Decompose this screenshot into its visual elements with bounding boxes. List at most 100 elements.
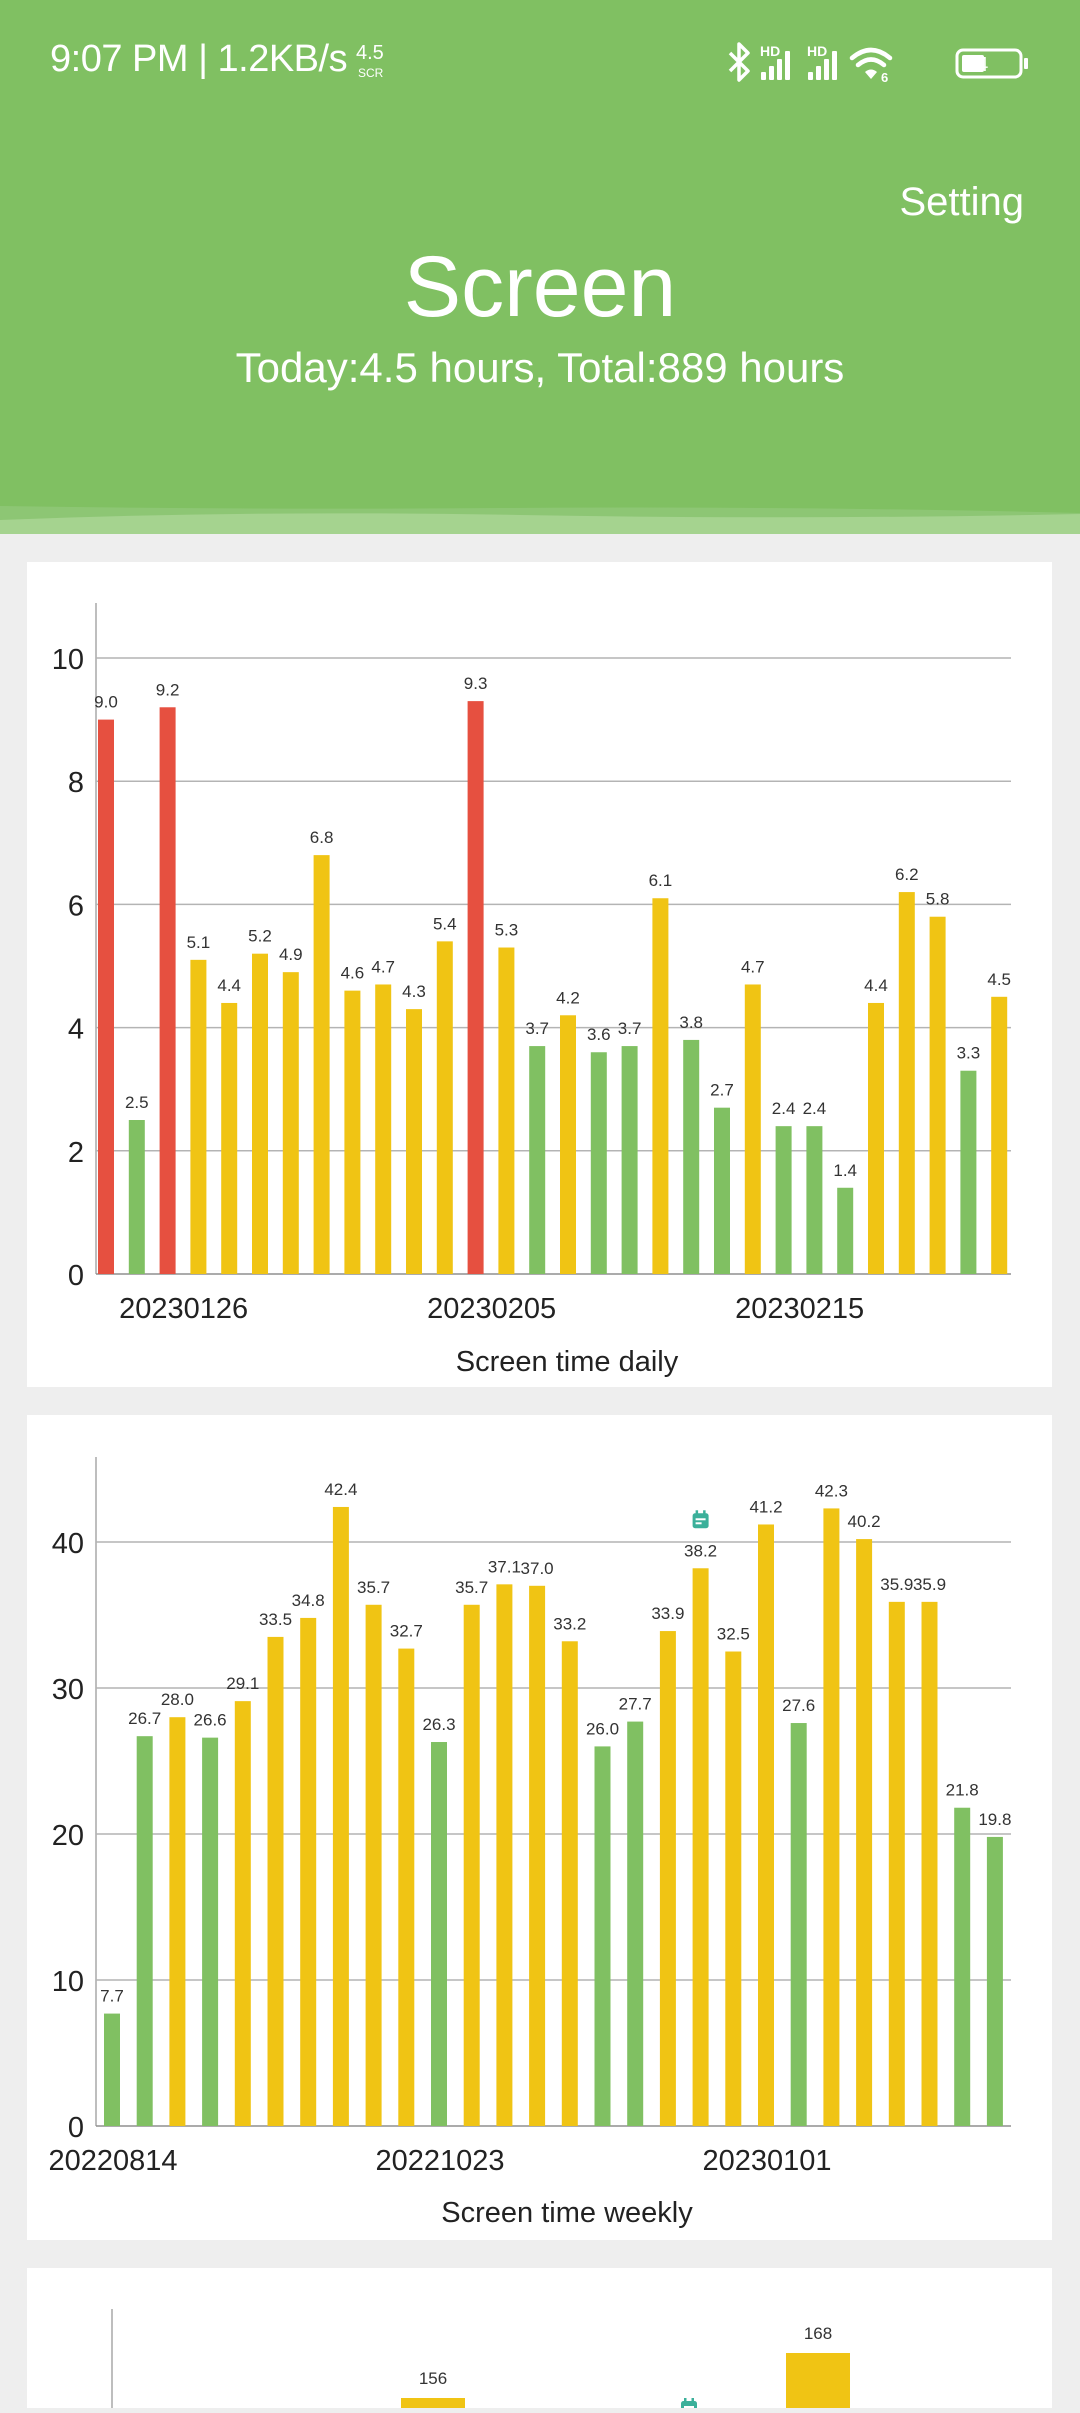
bar: [313, 855, 330, 1274]
page-title: Screen: [403, 239, 677, 335]
bar: [725, 1651, 742, 2126]
bar-value-label: 35.9: [913, 1575, 946, 1594]
bar: [252, 953, 268, 1274]
bar-value-label: 9.2: [156, 680, 180, 699]
bar-value-label: 5.1: [187, 933, 211, 952]
bar-value-label: 9.0: [94, 693, 118, 712]
calendar-ring: [684, 2398, 687, 2403]
y-tick-label: 10: [52, 644, 84, 676]
screen-time-summary: Today:4.5 hours, Total:889 hours: [235, 344, 845, 391]
bar: [758, 1524, 774, 2126]
bar-value-label: 37.0: [521, 1559, 554, 1578]
bar-value-label: 2.4: [803, 1099, 827, 1118]
bar: [627, 1721, 644, 2126]
x-tick-label: 20230205: [427, 1293, 556, 1325]
bar-value-label: 2.5: [125, 1093, 149, 1112]
bar: [365, 1604, 382, 2126]
bar-value-label: 29.1: [226, 1674, 259, 1693]
bar: [436, 941, 453, 1274]
bar: [104, 2013, 120, 2126]
bar-value-label: 35.7: [357, 1578, 390, 1597]
bar: [267, 1636, 284, 2126]
cellular-signal-icon: HD: [760, 43, 790, 80]
bar: [790, 1723, 807, 2126]
calendar-icon: [692, 1510, 709, 1529]
bar-value-label: 21.8: [946, 1781, 979, 1800]
bar-value-label: 6.8: [310, 828, 334, 847]
app-header: 9:07 PM | 1.2KB/s 4.5 SCR HD HD 6: [0, 0, 1080, 534]
calendar-ring: [703, 1510, 706, 1516]
weekly-screen-time-chart: 0 10 20 30 40 7.7 26.728.026.6 29.1 33.534.8 42.4…: [48, 1457, 1011, 2229]
bar-value-label: 4.2: [556, 988, 580, 1007]
bar-value-label: 3.7: [618, 1019, 642, 1038]
bar-value-label: 37.1: [488, 1557, 521, 1576]
battery-icon: 44: [955, 48, 1028, 79]
bar: [659, 1631, 676, 2126]
bar: [621, 1046, 638, 1274]
bar-value-label: 35.9: [880, 1575, 913, 1594]
bar: [282, 972, 299, 1274]
setting-button[interactable]: Setting: [899, 180, 1024, 224]
bar: [463, 1604, 480, 2126]
bar-value-label: 1.4: [833, 1161, 857, 1180]
bar: [398, 1648, 415, 2126]
bar-value-label: 7.7: [100, 1987, 124, 2006]
bar: [496, 1584, 513, 2126]
bar-value-label: 168: [804, 2324, 832, 2343]
bar: [744, 984, 761, 1274]
bar: [986, 1836, 1003, 2126]
bar: [991, 996, 1008, 1274]
bar-value-label: 4.5: [987, 970, 1011, 989]
status-screen-time-label: SCR: [358, 66, 384, 80]
bar-value-label: 3.6: [587, 1025, 611, 1044]
bar: [594, 1746, 611, 2126]
calendar-body: [692, 1513, 709, 1529]
cellular-signal-icon: HD: [807, 43, 837, 80]
bar: [332, 1506, 349, 2126]
bar-value-label: 5.4: [433, 914, 457, 933]
bar-value-label: 33.5: [259, 1610, 292, 1629]
bar: [652, 898, 669, 1274]
wifi-label: 6: [881, 70, 888, 85]
calendar-ring: [695, 1510, 699, 1516]
bar-value-label: 26.3: [422, 1715, 455, 1734]
bar: [498, 947, 515, 1274]
bar: [529, 1585, 546, 2126]
bar: [561, 1641, 578, 2126]
bar: [128, 1120, 145, 1274]
calendar-ring: [691, 2398, 694, 2403]
bar: [300, 1617, 317, 2126]
bar-value-label: 33.9: [651, 1604, 684, 1623]
signal-hd-label: HD: [760, 43, 780, 59]
bar-value-label: 34.8: [292, 1591, 325, 1610]
bar: [590, 1052, 607, 1274]
bar-value-label: 4.3: [402, 982, 426, 1001]
bar-value-label: 28.0: [161, 1690, 194, 1709]
bar-value-label: 3.8: [679, 1013, 703, 1032]
status-icons: HD HD 6 44: [728, 42, 1028, 85]
bar: [823, 1508, 840, 2126]
bar-value-label: 26.7: [128, 1709, 161, 1728]
bar-value-label: 3.3: [957, 1044, 981, 1063]
bar: [529, 1046, 546, 1274]
bar-value-label: 27.6: [782, 1696, 815, 1715]
monthly-chart-card: 156 168: [27, 2268, 1052, 2413]
chart-title: Screen time daily: [456, 1346, 679, 1378]
bar-value-label: 6.2: [895, 865, 919, 884]
bar-value-label: 2.4: [772, 1099, 796, 1118]
bar-value-label: 5.3: [495, 921, 519, 940]
x-tick-label: 20230126: [119, 1293, 248, 1325]
bar: [888, 1601, 905, 2126]
bar-value-label: 4.4: [217, 976, 241, 995]
bar: [169, 1717, 186, 2126]
y-tick-label: 20: [52, 1820, 84, 1852]
bar-value-label: 41.2: [749, 1497, 782, 1516]
third-screen-time-chart: 156 168: [111, 2309, 850, 2413]
bar: [344, 990, 361, 1274]
bar: [837, 1187, 854, 1274]
daily-screen-time-chart: 0 2 4 6 8 10 9.0 2.5 9.2 5.1 4.4 5.2 4.9 6.8 4.6 4.7 4.3…: [52, 603, 1011, 1378]
daily-chart-card: 0 2 4 6 8 10 9.0 2.5 9.2 5.1 4.4 5.2 4.9 6.8 4.6 4.7 4.3…: [27, 562, 1052, 1387]
x-tick-label: 20230215: [735, 1293, 864, 1325]
bar-value-label: 4.6: [341, 964, 365, 983]
chart-title: Screen time weekly: [441, 2197, 693, 2229]
